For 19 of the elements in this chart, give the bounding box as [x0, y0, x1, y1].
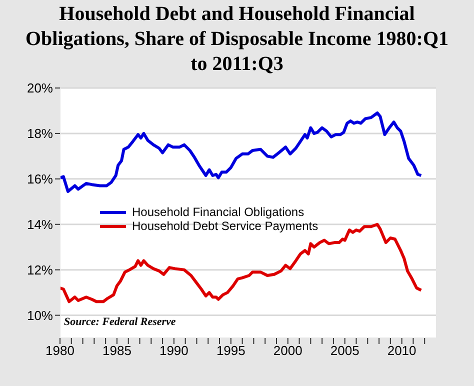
x-tick-label: 1980: [46, 343, 74, 358]
x-tick-label: 1990: [159, 343, 188, 358]
x-tick-label: 2010: [387, 343, 416, 358]
x-tick-label: 1995: [216, 343, 246, 358]
x-tick-label: 2000: [273, 343, 302, 358]
x-tick-label: 2005: [330, 343, 360, 358]
line-series: [60, 222, 423, 304]
legend-label: Household Debt Service Payments: [132, 219, 318, 233]
y-tick-label: 14%: [26, 216, 54, 232]
y-tick-label: 20%: [26, 80, 54, 96]
y-tick-label: 12%: [26, 262, 54, 278]
annotation: Source: Federal Reserve: [64, 316, 176, 328]
legend-label: Household Financial Obligations: [132, 205, 304, 219]
chart-title: Household Debt and Household Financial Obligations, Share of Disposable Income 1980:Q1 to 2011:Q3: [24, 2, 450, 77]
x-tick-label: 1985: [102, 343, 132, 358]
y-tick-label: 10%: [26, 308, 54, 323]
y-tick-label: 18%: [26, 126, 54, 142]
line-series: [60, 112, 423, 193]
y-tick-label: 16%: [26, 172, 54, 187]
